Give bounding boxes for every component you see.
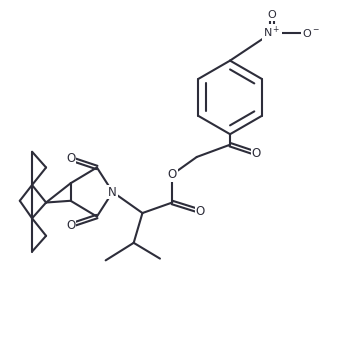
Text: N: N [108,185,117,199]
Text: O: O [195,205,205,218]
Text: O: O [268,10,277,20]
Text: O: O [252,147,261,160]
Text: O$^-$: O$^-$ [302,27,320,38]
Text: O: O [66,219,75,232]
Text: N$^+$: N$^+$ [263,25,281,40]
Text: O: O [168,168,177,181]
Text: O: O [66,152,75,165]
